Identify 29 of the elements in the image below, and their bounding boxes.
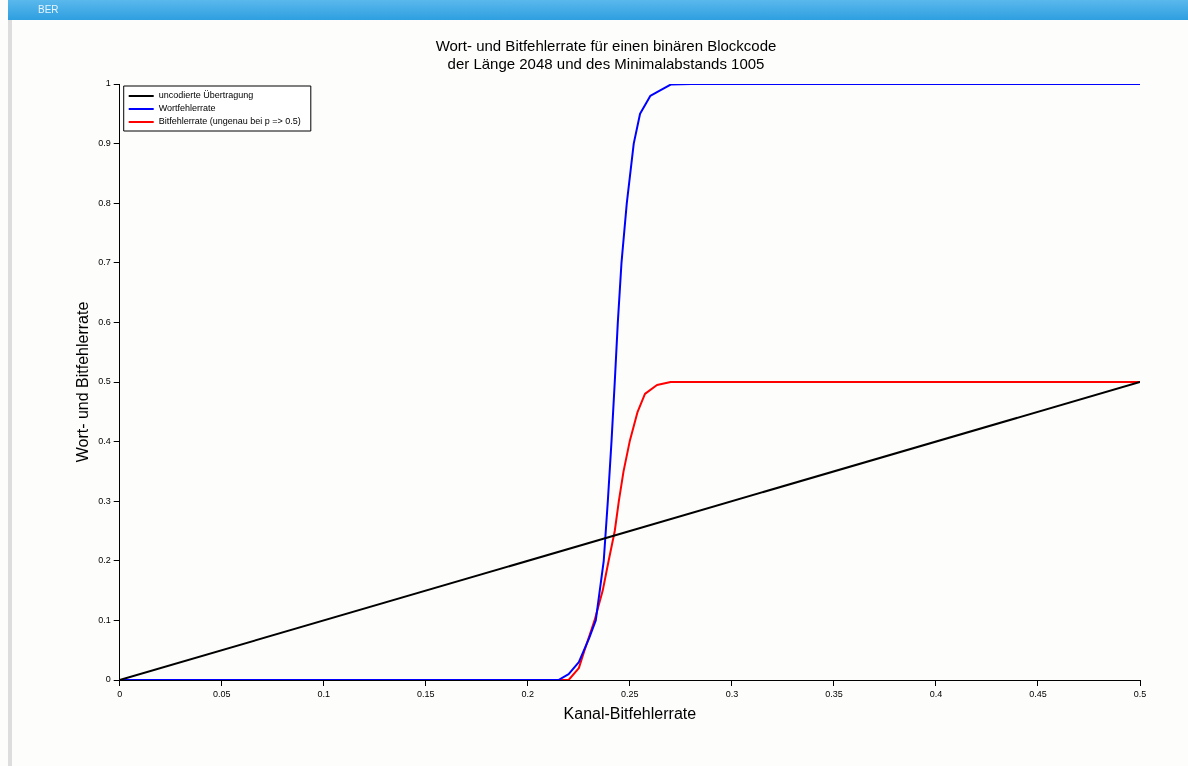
x-tick-label: 0.45: [1029, 688, 1047, 699]
y-tick-label: 0.9: [98, 138, 111, 149]
y-tick-label: 1: [105, 78, 111, 89]
y-tick-label: 0.2: [98, 555, 111, 566]
x-tick-label: 0.05: [212, 688, 231, 699]
y-tick-label: 0.5: [98, 376, 111, 387]
y-tick-label: 0.1: [98, 614, 111, 625]
y-axis-title: Wort- und Bitfehlerrate: [74, 301, 92, 463]
y-tick-label: 0.6: [98, 316, 111, 327]
x-tick-label: 0.2: [521, 688, 535, 699]
x-tick-label: 0.35: [825, 688, 843, 699]
y-tick-label: 0.7: [98, 257, 111, 268]
x-tick-label: 0.5: [1133, 688, 1147, 699]
x-axis-title: Kanal-Bitfehlerrate: [563, 704, 697, 722]
y-tick-label: 0.4: [98, 436, 111, 447]
x-tick-label: 0.25: [621, 688, 639, 699]
y-tick-label: 0: [105, 674, 111, 685]
y-tick-label: 0.8: [98, 197, 111, 208]
legend-label: Bitfehlerrate (ungenau bei p => 0.5): [158, 116, 301, 127]
x-tick-label: 0.15: [417, 688, 435, 699]
x-tick-label: 0: [117, 688, 123, 699]
x-tick-label: 0.3: [725, 688, 739, 699]
x-tick-label: 0.4: [929, 688, 943, 699]
legend-label: Wortfehlerrate: [158, 103, 216, 114]
x-tick-label: 0.1: [317, 688, 331, 699]
y-tick-label: 0.3: [98, 495, 111, 506]
chart-title: Wort- und Bitfehlerrate für einen binären Blockcode der Länge 2048 und des Minimalabstands 1005: [435, 37, 777, 73]
text: BER: [38, 4, 59, 15]
legend-label: uncodierte Übertragung: [158, 90, 254, 101]
